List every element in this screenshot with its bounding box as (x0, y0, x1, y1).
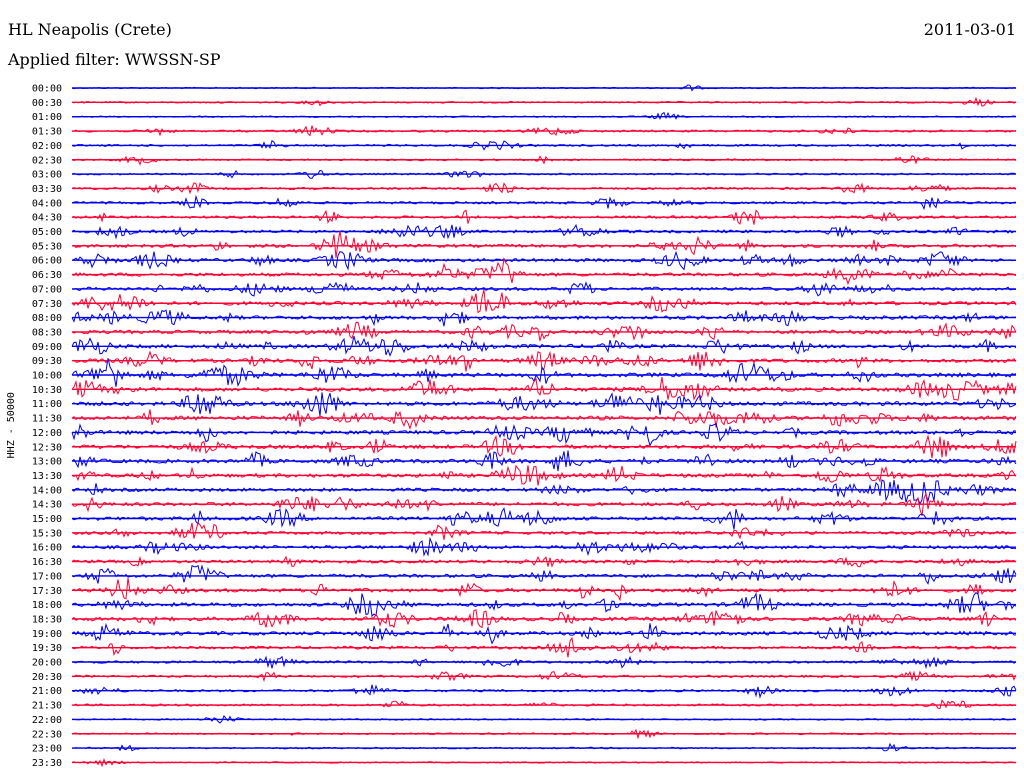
time-label: 15:00 (32, 514, 62, 525)
time-label: 06:30 (32, 270, 62, 281)
time-label: 12:30 (32, 442, 62, 453)
time-label: 11:00 (32, 399, 62, 410)
time-label: 13:00 (32, 457, 62, 468)
time-label: 05:30 (32, 241, 62, 252)
trace-row (71, 377, 1017, 401)
time-label: 14:30 (32, 500, 62, 511)
time-label: 07:30 (32, 299, 62, 310)
trace-row (71, 111, 1017, 120)
trace-row (71, 521, 1017, 540)
time-label: 04:30 (32, 213, 62, 224)
time-label: 10:00 (32, 371, 62, 382)
time-label: 13:30 (32, 471, 62, 482)
time-label: 22:30 (32, 729, 62, 740)
time-label: 08:00 (32, 313, 62, 324)
time-label: 03:30 (32, 184, 62, 195)
time-label: 11:30 (32, 414, 62, 425)
station-title: HL Neapolis (Crete) (8, 20, 172, 39)
time-label: 06:00 (32, 256, 62, 267)
time-label: 18:00 (32, 600, 62, 611)
time-label: 01:00 (32, 112, 62, 123)
time-label: 22:00 (32, 715, 62, 726)
time-label: 21:30 (32, 701, 62, 712)
time-label: 19:00 (32, 629, 62, 640)
trace-row (71, 592, 1017, 618)
time-label: 04:00 (32, 198, 62, 209)
trace-row (71, 257, 1017, 286)
time-label: 03:00 (32, 170, 62, 181)
time-label: 07:00 (32, 284, 62, 295)
time-labels: 00:00 00:30 01:00 01:30 02:00 02:30 03:00 03:30… (32, 84, 62, 769)
time-label: 20:00 (32, 658, 62, 669)
time-label: 00:30 (32, 98, 62, 109)
trace-row (71, 577, 1017, 602)
time-label: 19:30 (32, 643, 62, 654)
time-label: 00:00 (32, 84, 62, 95)
time-label: 15:30 (32, 528, 62, 539)
trace-row (71, 358, 1017, 388)
time-label: 10:30 (32, 385, 62, 396)
time-label: 17:30 (32, 586, 62, 597)
time-label: 09:30 (32, 356, 62, 367)
channel-label: HHZ - 50000 (6, 392, 17, 458)
time-label: 01:30 (32, 127, 62, 138)
time-label: 16:00 (32, 543, 62, 554)
seismic-traces (71, 84, 1017, 768)
time-label: 02:30 (32, 155, 62, 166)
time-label: 12:00 (32, 428, 62, 439)
trace-row (71, 507, 1017, 530)
trace-row (71, 423, 1017, 448)
trace-row (71, 479, 1017, 506)
trace-row (71, 464, 1017, 486)
time-label: 17:00 (32, 571, 62, 582)
trace-row (71, 230, 1017, 258)
time-label: 09:00 (32, 342, 62, 353)
time-label: 16:30 (32, 557, 62, 568)
time-label: 02:00 (32, 141, 62, 152)
time-label: 23:30 (32, 758, 62, 769)
time-label: 05:00 (32, 227, 62, 238)
filter-label: Applied filter: WWSSN-SP (8, 50, 221, 69)
trace-row (71, 350, 1017, 372)
trace-row (71, 289, 1017, 314)
time-label: 08:30 (32, 327, 62, 338)
trace-row (71, 409, 1017, 430)
time-label: 20:30 (32, 672, 62, 683)
time-label: 14:00 (32, 485, 62, 496)
trace-row (71, 564, 1017, 585)
time-label: 21:00 (32, 686, 62, 697)
date-label: 2011-03-01 (923, 20, 1016, 39)
trace-row (71, 491, 1017, 516)
time-label: 23:00 (32, 744, 62, 755)
time-label: 18:30 (32, 614, 62, 625)
trace-row (71, 622, 1017, 645)
